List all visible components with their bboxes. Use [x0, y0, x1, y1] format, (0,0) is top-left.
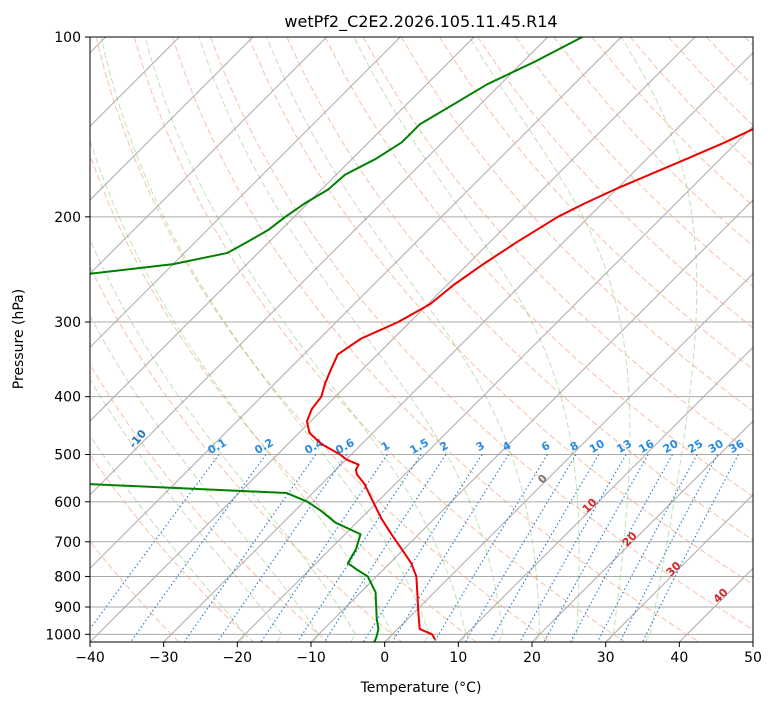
mixing-ratio-line-36: [642, 454, 739, 642]
dry-adiabat-100: [400, 37, 753, 412]
mixing-ratio-line-8: [464, 454, 577, 642]
mixing-ratio-lines: [90, 454, 739, 642]
moist-adiabat-25: [353, 37, 580, 642]
x-axis-ticks: −40 −30 −20 −10 0 10 20 30 40 50: [75, 642, 762, 666]
x-axis-label: Temperature (°C): [360, 680, 482, 696]
dry-adiabat--20: [90, 453, 254, 642]
isotherm-0: [384, 272, 753, 642]
y-tick-label: 900: [54, 600, 81, 616]
isotherm--90: [90, 37, 328, 275]
x-tick-label: −20: [223, 650, 253, 666]
isotherm-20: [531, 420, 753, 642]
temperature-profile-line: [305, 127, 753, 640]
dry-adiabat--30: [90, 540, 180, 642]
x-tick-label: 40: [670, 650, 688, 666]
isotherm--10: [310, 199, 753, 642]
x-tick-label: −10: [296, 650, 326, 666]
dry-adiabat-40: [171, 37, 700, 642]
y-tick-label: 200: [54, 210, 81, 226]
y-tick-label: 800: [54, 569, 81, 585]
isotherm--70: [90, 37, 475, 422]
mixing-ratio-line-30: [619, 454, 719, 642]
moist-adiabat-20: [266, 37, 541, 642]
dewpoint-profile-line: [90, 37, 583, 642]
mixing-ratio-line-6: [433, 454, 548, 642]
dry-adiabat-20: [95, 37, 551, 642]
mixing-ratio-line-0.4: [183, 454, 317, 642]
plot-frame: [89, 36, 754, 643]
dry-adiabat-110: [439, 37, 753, 370]
moist-adiabat-35: [620, 37, 698, 642]
dry-adiabat-lines: [90, 37, 753, 642]
x-tick-label: 10: [449, 650, 467, 666]
isotherm--60: [90, 37, 549, 496]
moist-adiabat--10: [90, 314, 320, 642]
pressure-gridlines: [90, 37, 753, 635]
mixing-ratio-line-1.5: [297, 454, 422, 642]
mixing-ratio-line-25: [596, 454, 698, 642]
mixing-ratio-line-13: [519, 454, 627, 642]
x-tick-label: −40: [75, 650, 105, 666]
dry-adiabat-10: [90, 153, 477, 642]
moist-adiabat-lines: [90, 37, 698, 642]
mixing-ratio-line-1: [260, 454, 388, 642]
moist-adiabat--5: [90, 238, 357, 642]
isotherm-10: [457, 346, 753, 642]
moist-adiabat-30: [469, 37, 631, 642]
isotherm--50: [90, 37, 622, 570]
line-labels: 0.10.20.40.611.52346810131620253036-100-…: [126, 427, 746, 606]
isotherm--40: [90, 37, 696, 642]
y-tick-label: 100: [54, 30, 81, 46]
mixing-ratio-line-4: [391, 454, 510, 642]
y-axis-ticks: 100 200 300 400 500 600 700 800 900 1000: [45, 30, 90, 643]
moist-adiabat-0: [90, 138, 393, 642]
isotherm--80: [90, 37, 401, 349]
y-tick-label: 600: [54, 495, 81, 511]
y-tick-label: 500: [54, 448, 81, 464]
x-tick-label: −30: [149, 650, 179, 666]
moist-adiabat-15: [198, 37, 504, 642]
dry-adiabat-30: [133, 37, 625, 642]
y-tick-label: 300: [54, 315, 81, 331]
isotherm--100: [90, 37, 254, 201]
dry-adiabat-70: [286, 37, 753, 541]
isotherm-lines: [90, 37, 753, 642]
chart-title: wetPf2_C2E2.2026.105.11.45.R14: [284, 12, 557, 32]
y-tick-label: 400: [54, 390, 81, 406]
x-tick-label: 30: [597, 650, 615, 666]
mixing-ratio-line-16: [543, 454, 649, 642]
x-tick-label: 20: [523, 650, 541, 666]
mixing-ratio-line-0.2: [130, 454, 267, 642]
dry-adiabat-50: [210, 37, 753, 631]
isotherm-30: [605, 493, 753, 642]
plot-area: 0.10.20.40.611.52346810131620253036-100-…: [90, 37, 753, 642]
x-tick-label: 50: [744, 650, 762, 666]
y-tick-label: 1000: [45, 627, 81, 643]
profile-series: [90, 37, 753, 642]
dry-adiabat-120: [477, 37, 753, 329]
x-tick-label: 0: [380, 650, 389, 666]
mixing-ratio-line-10: [489, 454, 600, 642]
y-tick-label: 700: [54, 535, 81, 551]
dry-adiabat-60: [248, 37, 753, 586]
mixing-ratio-line-0.1: [90, 454, 220, 630]
dry-adiabat-130: [515, 37, 753, 288]
dry-adiabat--10: [90, 363, 328, 642]
y-axis-label: Pressure (hPa): [11, 289, 27, 389]
isotherm--20: [236, 125, 753, 642]
mixing-ratio-line-20: [569, 454, 673, 642]
dry-adiabat-80: [324, 37, 753, 498]
isotherm--30: [163, 51, 753, 642]
